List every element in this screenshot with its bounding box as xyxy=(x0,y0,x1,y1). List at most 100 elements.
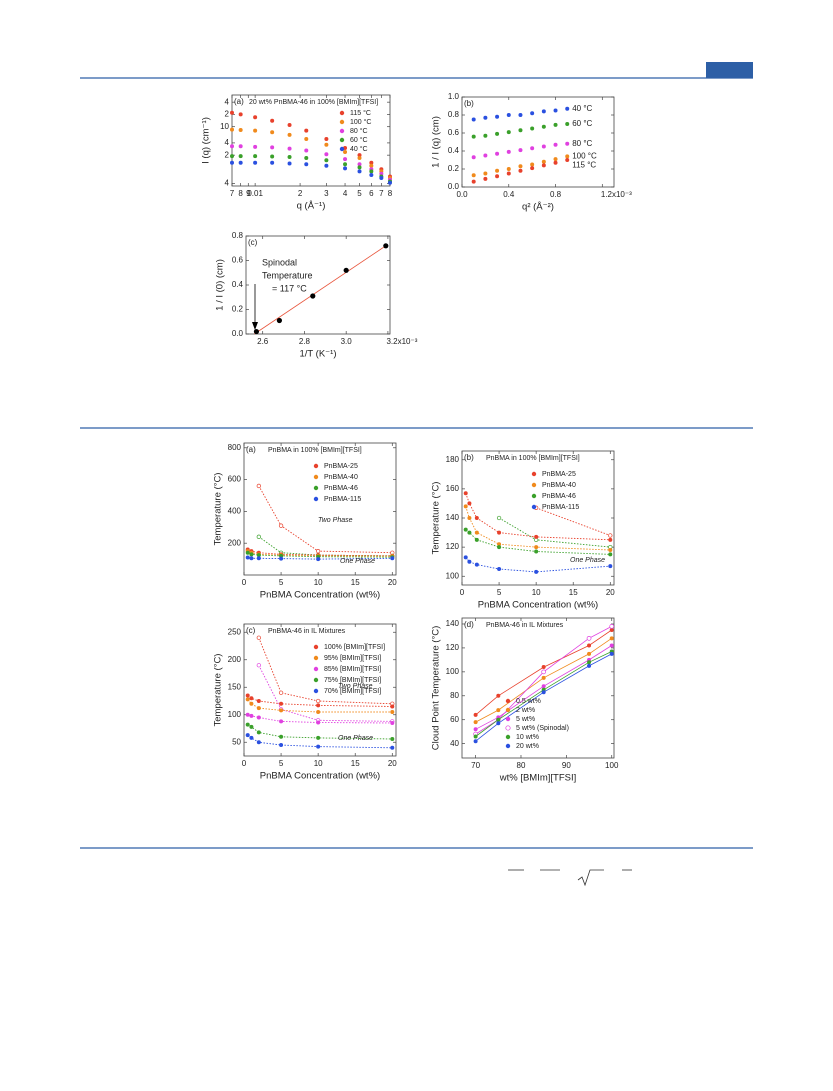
data-point xyxy=(369,173,374,178)
data-point xyxy=(506,130,511,135)
data-point xyxy=(495,131,500,136)
data-point xyxy=(357,156,362,161)
data-point xyxy=(316,735,321,740)
data-point xyxy=(379,176,384,181)
data-point xyxy=(270,118,275,123)
data-point xyxy=(249,713,254,718)
data-point xyxy=(483,153,488,158)
data-point xyxy=(497,542,502,547)
data-point xyxy=(230,127,234,132)
x-tick-label: 0.0 xyxy=(456,190,468,199)
data-point xyxy=(310,293,316,299)
x-axis-label: q² (Å⁻²) xyxy=(522,202,554,213)
legend-label: 10 wt% xyxy=(516,734,539,741)
data-point xyxy=(473,720,478,725)
data-point xyxy=(565,122,570,126)
x-tick-label: 0.4 xyxy=(503,190,515,199)
legend-label: PnBMA-115 xyxy=(542,504,579,511)
y-tick-label: 100 xyxy=(228,710,242,719)
data-point xyxy=(238,144,243,149)
data-point xyxy=(324,158,329,163)
data-point xyxy=(249,696,254,701)
data-point xyxy=(357,162,362,167)
data-point xyxy=(390,736,395,741)
data-point xyxy=(497,566,502,571)
annotation: One Phase xyxy=(570,557,605,564)
x-axis-label: PnBMA Concentration (wt%) xyxy=(260,590,380,601)
data-point xyxy=(463,504,468,509)
data-point xyxy=(390,556,395,561)
data-point xyxy=(497,530,502,535)
y-tick-label: 140 xyxy=(446,513,460,522)
y-tick-label: 2 xyxy=(225,110,230,119)
data-point xyxy=(518,128,523,133)
legend-label: 85% [BMIm][TFSI] xyxy=(324,666,381,673)
y-tick-label: 100 xyxy=(446,571,460,580)
data-point xyxy=(249,701,254,706)
y-tick-label: 200 xyxy=(228,538,242,547)
data-point xyxy=(467,559,472,564)
data-point xyxy=(249,735,254,740)
data-point xyxy=(506,149,511,154)
data-point xyxy=(230,154,234,159)
y-axis-label: 1 / I (0) (cm) xyxy=(215,259,226,311)
data-point xyxy=(541,684,546,689)
data-point xyxy=(483,115,488,120)
data-point xyxy=(253,328,260,335)
x-tick-label: 5 xyxy=(279,578,284,587)
data-point xyxy=(245,550,250,555)
x-tick-label: 0.8 xyxy=(550,190,562,199)
data-point xyxy=(279,556,284,561)
x-tick-label: 10 xyxy=(314,578,323,587)
data-point xyxy=(609,627,614,632)
data-point xyxy=(497,545,502,550)
data-point xyxy=(474,562,479,567)
data-point xyxy=(343,157,348,162)
data-point xyxy=(388,180,392,185)
panel-label: (b) xyxy=(464,99,474,108)
data-point xyxy=(256,706,261,711)
data-point xyxy=(496,693,501,698)
data-point xyxy=(467,516,472,520)
legend-marker xyxy=(505,743,511,749)
data-point xyxy=(390,721,395,725)
x-tick-label: 3 xyxy=(324,189,329,198)
legend-marker xyxy=(313,644,319,650)
x-tick-label: 0 xyxy=(460,588,465,597)
data-point xyxy=(496,717,501,722)
data-point xyxy=(287,155,292,160)
annotation: One Phase xyxy=(340,558,375,565)
legend-label: 5 wt% (Spinodal) xyxy=(516,725,569,732)
x-tick-label: 80 xyxy=(517,761,526,770)
data-point xyxy=(279,701,284,706)
data-point xyxy=(530,111,535,116)
data-point xyxy=(324,152,329,157)
legend-marker xyxy=(505,725,511,731)
legend-label: PnBMA-25 xyxy=(542,471,576,478)
y-tick-label: 2 xyxy=(225,150,230,159)
data-point xyxy=(609,624,615,629)
legend-label: 100 °C xyxy=(350,118,371,126)
chart: 70 80 90 100 40 60 80 100 120 140 wt% [BMIm][TFSI]… xyxy=(431,617,619,784)
data-point xyxy=(230,144,234,149)
spinodal-point xyxy=(256,534,261,539)
data-point xyxy=(553,122,558,127)
data-point xyxy=(324,142,329,147)
panel-title: PnBMA-46 in IL Mixtures xyxy=(486,622,564,629)
data-point xyxy=(495,151,500,156)
data-point xyxy=(608,564,613,569)
y-tick-label: 0.0 xyxy=(448,182,460,191)
data-point xyxy=(553,142,558,147)
series-label: 40 °C xyxy=(572,104,592,113)
x-tick-label: 70 xyxy=(471,761,480,770)
legend-label: PnBMA-25 xyxy=(324,463,358,470)
data-point xyxy=(608,537,613,542)
data-point xyxy=(256,730,261,735)
panel-label: (c) xyxy=(246,626,256,635)
legend-marker xyxy=(505,698,511,704)
x-tick-label: 100 xyxy=(605,761,619,770)
x-tick-label: 15 xyxy=(569,588,578,597)
y-tick-label: 10 xyxy=(220,122,229,131)
data-point xyxy=(256,699,261,703)
